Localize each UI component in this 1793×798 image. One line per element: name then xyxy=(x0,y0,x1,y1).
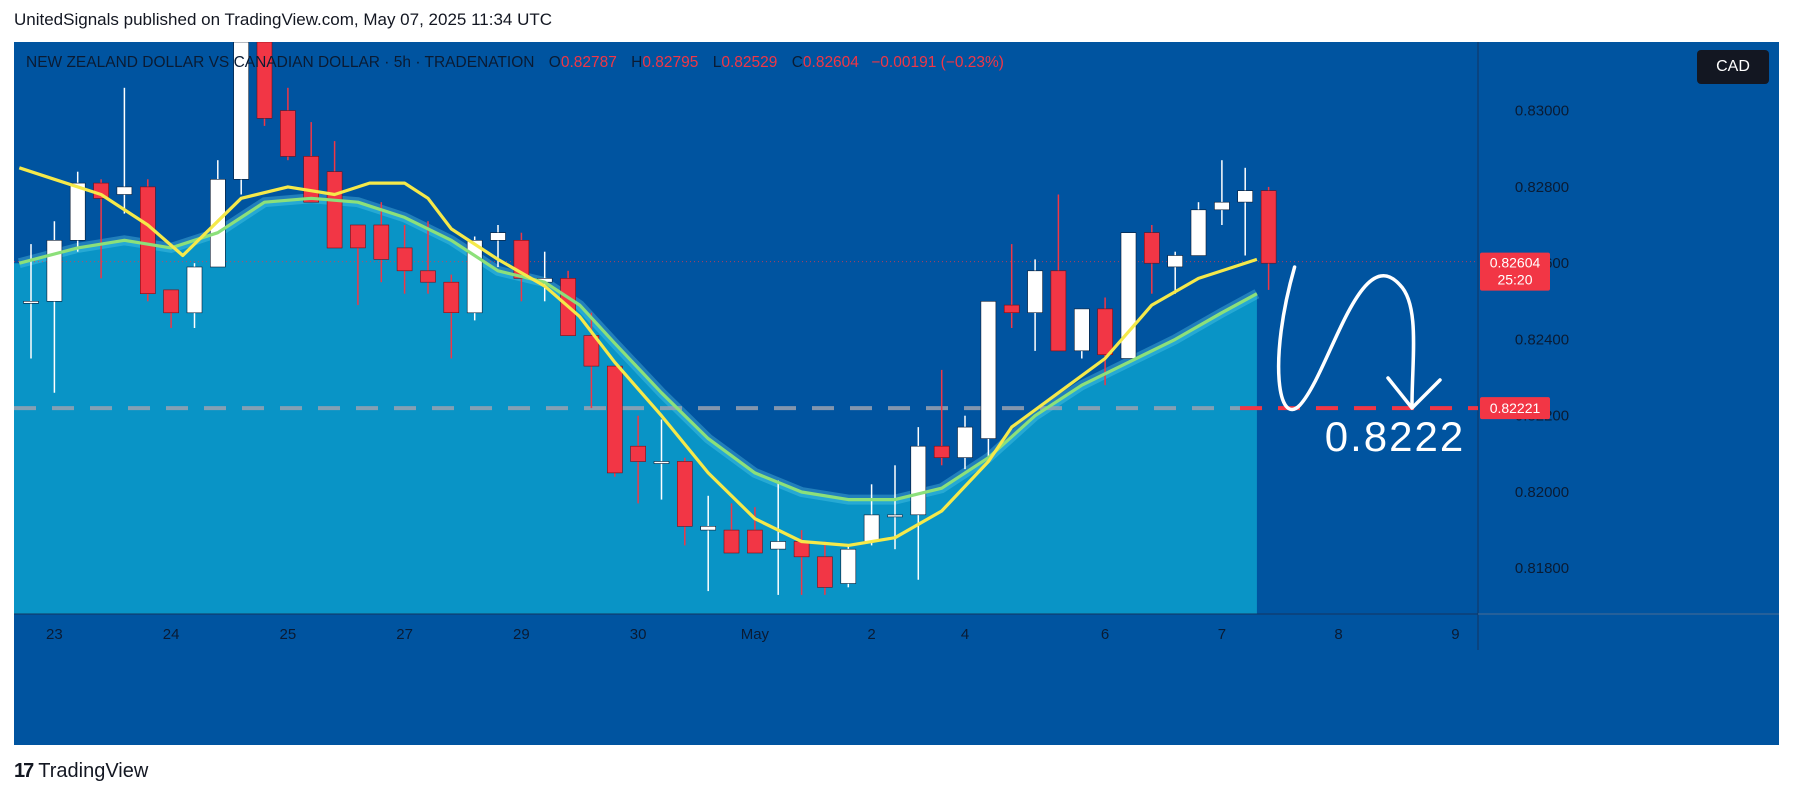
candle[interactable] xyxy=(1097,308,1113,355)
candle[interactable] xyxy=(980,300,997,439)
y-tick-label: 0.81800 xyxy=(1515,560,1569,577)
open-value: 0.82787 xyxy=(560,54,617,71)
candle[interactable] xyxy=(140,186,156,294)
symbol-info: NEW ZEALAND DOLLAR VS CANADIAN DOLLAR · … xyxy=(26,54,1004,72)
open-label: O xyxy=(548,54,561,71)
candle[interactable] xyxy=(1214,201,1230,211)
x-tick-label: 23 xyxy=(46,626,63,643)
candle[interactable] xyxy=(676,461,693,527)
ma-slow-line xyxy=(18,196,1258,502)
candle[interactable] xyxy=(583,335,600,367)
candle[interactable] xyxy=(723,529,740,554)
low-value: 0.82529 xyxy=(721,54,778,71)
target-price-label: 0.82221 xyxy=(1490,400,1541,416)
candle[interactable] xyxy=(420,270,436,283)
candle[interactable] xyxy=(23,300,39,304)
x-tick-label: 9 xyxy=(1451,626,1459,643)
ma-fast-line xyxy=(18,166,1258,547)
candle[interactable] xyxy=(303,156,320,203)
x-tick-label: 6 xyxy=(1101,626,1109,643)
candle[interactable] xyxy=(256,42,273,119)
candle[interactable] xyxy=(116,186,133,195)
tradingview-wordmark: TradingView xyxy=(38,760,149,782)
candle[interactable] xyxy=(233,42,249,180)
candle[interactable] xyxy=(396,247,413,272)
candle[interactable] xyxy=(163,289,179,314)
x-tick-label: 30 xyxy=(630,626,647,643)
x-tick-label: 7 xyxy=(1218,626,1226,643)
y-tick-label: 0.82800 xyxy=(1515,179,1569,196)
candle[interactable] xyxy=(1167,255,1183,268)
close-value: 0.82604 xyxy=(802,54,859,71)
last-price-label: 0.82604 xyxy=(1490,255,1541,271)
candle[interactable] xyxy=(887,514,903,518)
x-tick-label: 8 xyxy=(1334,626,1342,643)
y-tick-label: 0.83000 xyxy=(1515,103,1569,120)
footer-brand[interactable]: 17 TradingView xyxy=(14,760,148,783)
x-tick-label: 4 xyxy=(961,626,969,643)
candle[interactable] xyxy=(747,529,763,554)
x-tick-label: 27 xyxy=(396,626,413,643)
high-label: H xyxy=(631,54,643,71)
low-label: L xyxy=(712,54,722,71)
candle[interactable] xyxy=(186,266,203,314)
close-label: C xyxy=(791,54,803,71)
y-tick-label: 0.82000 xyxy=(1515,484,1569,501)
x-axis-band xyxy=(14,614,1478,650)
candle[interactable] xyxy=(69,182,86,241)
candle[interactable] xyxy=(653,461,670,464)
candle[interactable] xyxy=(326,171,343,249)
x-tick-label: 25 xyxy=(280,626,297,643)
projection-arrowhead-icon xyxy=(1386,376,1442,410)
x-tick-label: 24 xyxy=(163,626,180,643)
candle[interactable] xyxy=(1050,270,1067,352)
candle[interactable] xyxy=(373,224,390,260)
candle[interactable] xyxy=(840,548,857,584)
candle[interactable] xyxy=(490,232,506,241)
candle[interactable] xyxy=(957,426,973,458)
target-big-label: 0.8222 xyxy=(1325,413,1465,460)
candle[interactable] xyxy=(443,281,460,314)
candle[interactable] xyxy=(770,541,787,550)
candle[interactable] xyxy=(280,110,296,157)
change-value: −0.00191 (−0.23%) xyxy=(871,54,1004,71)
candle[interactable] xyxy=(350,224,366,249)
candle[interactable] xyxy=(910,445,927,516)
x-tick-label: 2 xyxy=(867,626,875,643)
candle[interactable] xyxy=(1190,209,1207,256)
candle[interactable] xyxy=(630,445,646,462)
publish-header: UnitedSignals published on TradingView.c… xyxy=(14,10,553,29)
projection-arrow xyxy=(1276,265,1416,412)
high-value: 0.82795 xyxy=(642,54,699,71)
candle[interactable] xyxy=(793,541,810,558)
candle[interactable] xyxy=(1237,190,1253,203)
candle[interactable] xyxy=(46,240,63,302)
countdown-label: 25:20 xyxy=(1497,272,1532,288)
x-tick-label: May xyxy=(741,626,770,643)
candle[interactable] xyxy=(1144,232,1160,264)
candle[interactable] xyxy=(1003,304,1020,314)
candle[interactable] xyxy=(1074,308,1090,352)
symbol-title: NEW ZEALAND DOLLAR VS CANADIAN DOLLAR · … xyxy=(26,54,535,71)
candle[interactable] xyxy=(606,365,623,474)
candle[interactable] xyxy=(700,525,717,531)
currency-badge[interactable]: CAD xyxy=(1697,50,1769,84)
tradingview-logo-icon: 17 xyxy=(14,760,34,782)
x-tick-label: 29 xyxy=(513,626,530,643)
target-price-badge xyxy=(1480,397,1550,420)
candle[interactable] xyxy=(1027,270,1043,313)
candle[interactable] xyxy=(933,445,950,458)
y-tick-label: 0.82400 xyxy=(1515,331,1569,348)
last-price-badge xyxy=(1480,252,1550,291)
candle[interactable] xyxy=(817,556,833,588)
candle[interactable] xyxy=(1260,190,1277,264)
candle[interactable] xyxy=(863,514,880,542)
